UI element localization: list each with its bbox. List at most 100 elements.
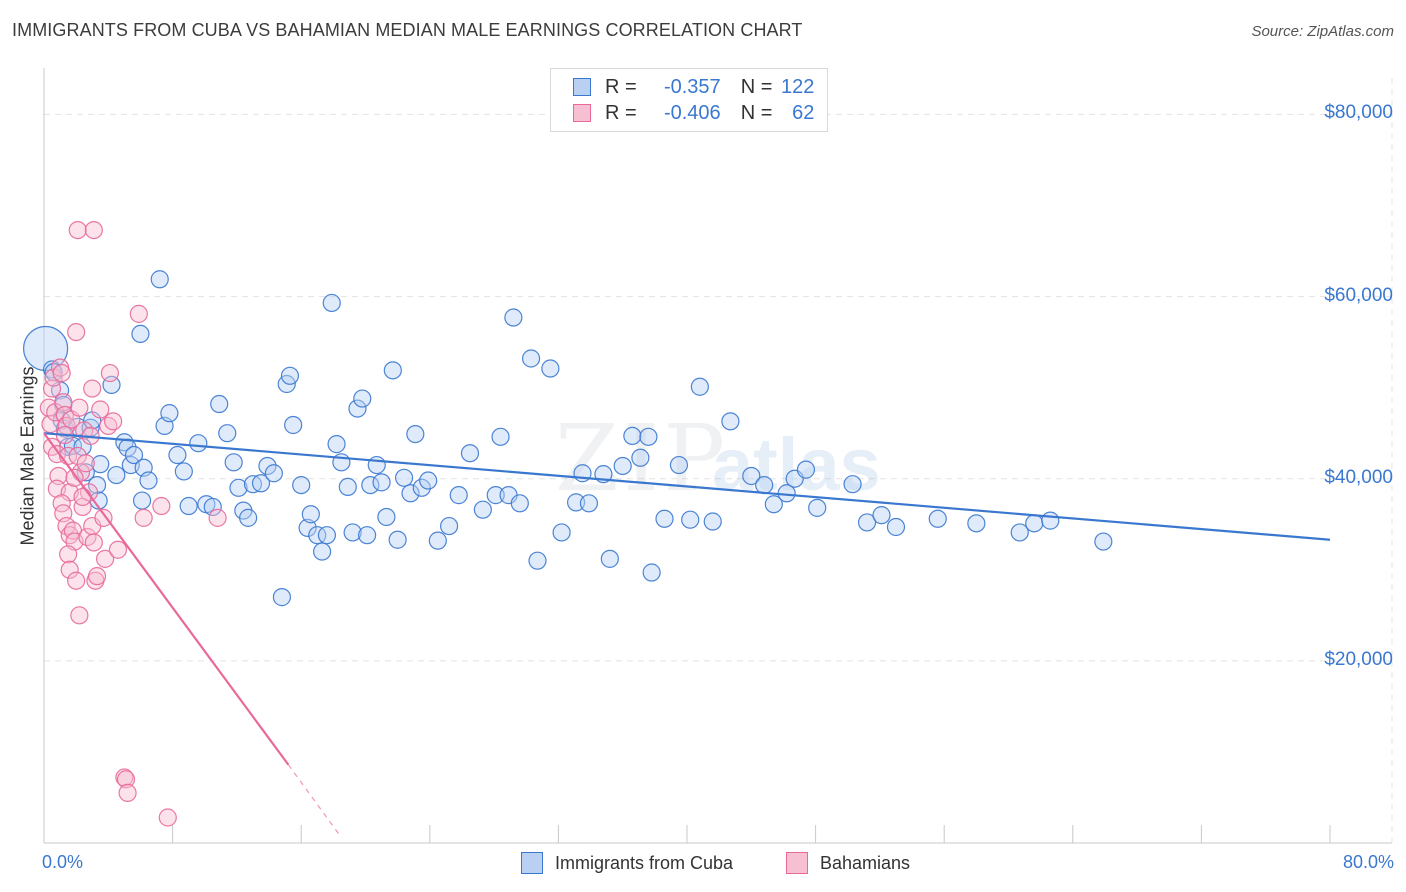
cuba-point (132, 491, 152, 510)
cuba-point (886, 517, 906, 537)
bahamians-point (87, 567, 107, 586)
legend-n-label: N = (740, 101, 773, 124)
bahamians-point (208, 508, 227, 527)
cuba-point (239, 508, 258, 527)
legend-n-label: N = (740, 75, 773, 98)
cuba-point (383, 361, 402, 380)
cuba-point (623, 426, 642, 446)
cuba-point (755, 475, 774, 495)
legend-r-label: R = (605, 101, 637, 124)
bahamians-point (134, 508, 153, 527)
cuba-trend-line (43, 432, 1331, 541)
chart-title: IMMIGRANTS FROM CUBA VS BAHAMIAN MEDIAN … (12, 20, 803, 40)
cuba-point (388, 530, 407, 549)
series-cuba-points (23, 270, 1113, 607)
cuba-point (174, 462, 193, 481)
axes (43, 68, 1392, 844)
cuba-point (703, 512, 722, 531)
cuba-point (317, 526, 337, 545)
bahamians-point (104, 412, 123, 431)
cuba-point (690, 377, 709, 396)
cuba-point (150, 270, 169, 289)
bahamians-point (70, 398, 89, 417)
legend-r-value: -0.406 (663, 101, 721, 124)
bahamians-point (91, 400, 110, 419)
cuba-point (218, 424, 237, 443)
cuba-point (642, 563, 661, 582)
bahamians-point (129, 304, 148, 323)
cuba-point (872, 506, 891, 525)
bottom-legend-cuba: Immigrants from Cuba (521, 852, 733, 874)
cuba-point (115, 433, 134, 452)
legend-r-label: R = (605, 75, 637, 98)
cuba-point (107, 465, 126, 485)
cuba-point (473, 500, 492, 519)
legend-row-bahamians: R = -0.406 N = 62 (573, 101, 814, 125)
cuba-point (224, 453, 243, 472)
y-tick-label: $80,000 (1324, 102, 1393, 124)
cuba-point (280, 366, 300, 385)
legend-row-cuba: R = -0.357 N = 122 (573, 75, 814, 99)
bahamians-point (67, 322, 86, 342)
cuba-point (419, 471, 438, 490)
bottom-legend-label-bahamians: Bahamians (820, 852, 911, 873)
bahamians-point (47, 445, 66, 464)
cuba-point (348, 399, 367, 418)
cuba-point (764, 495, 783, 514)
bahamians-point (116, 770, 136, 789)
legend-n-value: 62 (792, 101, 815, 124)
correlation-legend: R = -0.357 N = 122 R = -0.406 N = 62 (550, 68, 828, 132)
y-tick-label: $60,000 (1324, 284, 1393, 306)
bahamians-point (60, 560, 79, 579)
bahamians-point (118, 783, 137, 803)
bahamians-point (59, 545, 78, 564)
cuba-point (491, 427, 510, 446)
trend-lines (43, 432, 1331, 838)
cuba-point (377, 507, 396, 527)
cuba-point (566, 493, 586, 512)
bahamians-point (41, 414, 60, 434)
cuba-point (124, 445, 144, 465)
cuba-point (394, 468, 414, 487)
cuba-point (264, 464, 283, 483)
cuba-point (928, 509, 947, 528)
cuba-point (160, 404, 179, 423)
cuba-point (460, 444, 480, 463)
bahamians-point (67, 571, 86, 590)
cuba-point (681, 510, 700, 529)
cuba-point (189, 434, 208, 453)
bahamians-point (100, 363, 120, 383)
cuba-point (353, 389, 372, 408)
x-tick-label-max: 80.0% (1342, 852, 1394, 872)
legend-swatch-cuba (573, 78, 591, 96)
bahamians-point (94, 508, 113, 527)
bottom-legend-swatch-cuba (521, 852, 543, 874)
cuba-point (284, 415, 303, 435)
y-axis-label: Median Male Earnings (17, 366, 38, 546)
cuba-point (308, 526, 327, 545)
cuba-point (312, 542, 332, 561)
watermark: ZIP atlas (555, 405, 881, 512)
cuba-point (203, 497, 222, 517)
bahamians-point (158, 808, 177, 827)
bahamians-point (70, 606, 89, 625)
cuba-point (343, 523, 362, 542)
cuba-point (613, 456, 632, 476)
bahamians-point (84, 533, 103, 552)
cuba-point (1094, 532, 1113, 551)
cuba-point (742, 466, 761, 486)
cuba-point (1010, 523, 1029, 542)
bahamians-point (108, 540, 128, 559)
bottom-legend-label-cuba: Immigrants from Cuba (555, 852, 734, 873)
bahamians-point (152, 496, 171, 516)
bahamians-point (73, 487, 92, 507)
cuba-point (428, 531, 447, 550)
cuba-point (322, 293, 341, 313)
cuba-point (412, 478, 431, 497)
series-bahamians-points (39, 220, 227, 827)
cuba-point (528, 551, 547, 570)
bahamians-point (68, 220, 87, 240)
cuba-point (358, 526, 377, 545)
bahamians-trend-extension (287, 764, 342, 838)
cuba-point (179, 496, 198, 516)
